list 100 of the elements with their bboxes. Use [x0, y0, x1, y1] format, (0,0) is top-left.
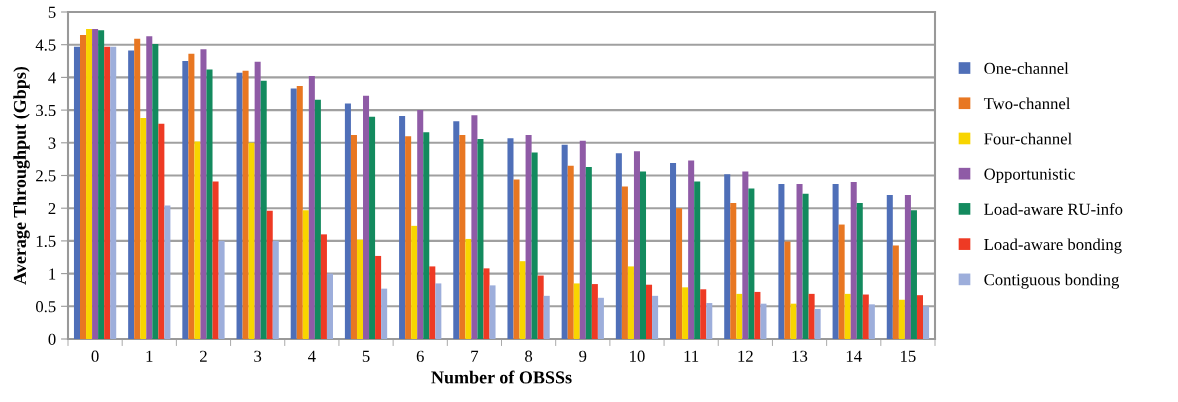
bar	[525, 134, 532, 339]
bar	[104, 46, 111, 339]
bar	[567, 165, 574, 339]
bar	[272, 240, 279, 339]
bar	[904, 195, 911, 339]
legend-label: Load-aware RU-info	[984, 202, 1123, 215]
y-axis-title: Average Throughput (Gbps)	[13, 66, 30, 285]
bar	[110, 46, 117, 339]
bar	[838, 224, 845, 339]
bar	[850, 182, 857, 339]
bar	[483, 268, 490, 339]
bar	[308, 76, 315, 339]
bar	[531, 152, 538, 339]
x-tick-label: 5	[362, 350, 370, 362]
bar	[507, 138, 514, 339]
x-tick-label: 10	[630, 350, 645, 362]
bar	[242, 70, 249, 339]
bar	[615, 153, 622, 339]
x-tick-label: 0	[91, 350, 99, 362]
bar	[844, 293, 851, 339]
bar	[892, 245, 899, 339]
bar	[736, 293, 743, 339]
bar	[260, 80, 267, 339]
bar	[236, 72, 243, 339]
bar	[86, 29, 93, 339]
legend-label: Load-aware bonding	[984, 238, 1122, 254]
bar	[140, 117, 147, 339]
bar	[748, 188, 755, 339]
bar	[128, 50, 135, 339]
bar	[489, 285, 496, 339]
bar	[405, 136, 412, 339]
legend-label: Contiguous bonding	[984, 273, 1120, 289]
bar	[646, 284, 653, 339]
y-tick-label: 4.5	[35, 39, 56, 51]
bar	[399, 115, 406, 339]
x-tick-label: 9	[579, 350, 587, 362]
bar	[742, 171, 749, 339]
bar	[633, 151, 640, 339]
legend-label: Two-channel	[983, 97, 1071, 110]
bar	[796, 184, 803, 339]
bar	[98, 30, 105, 339]
bar	[862, 294, 869, 339]
x-tick-label: 11	[684, 350, 699, 362]
bar	[585, 167, 592, 339]
bar	[597, 297, 604, 339]
bar	[868, 304, 875, 339]
bar	[579, 140, 586, 339]
y-tick-label: 2	[48, 202, 56, 214]
bar	[320, 234, 327, 339]
bar	[146, 36, 153, 339]
x-axis-title: Number of OBSSs	[431, 370, 572, 384]
bar	[423, 132, 430, 339]
bar	[188, 53, 195, 339]
bar	[92, 29, 99, 339]
bar	[248, 142, 255, 339]
bar	[652, 295, 659, 339]
bar	[218, 240, 225, 339]
bar	[200, 49, 207, 339]
bar	[477, 138, 484, 339]
x-tick-label: 6	[416, 350, 424, 362]
bar	[700, 289, 707, 339]
bar	[254, 61, 261, 339]
bar	[898, 299, 905, 339]
x-tick-label: 3	[254, 350, 262, 362]
bar	[381, 288, 388, 339]
bar	[706, 303, 713, 339]
x-tick-label: 8	[525, 350, 533, 362]
bar	[465, 238, 472, 339]
bar	[730, 202, 737, 339]
bar	[573, 283, 580, 339]
bar	[290, 88, 297, 339]
bar	[363, 95, 370, 339]
bar	[790, 303, 797, 339]
bar	[676, 208, 683, 339]
bar	[375, 255, 382, 339]
bar	[519, 261, 526, 339]
bar	[760, 303, 767, 339]
x-tick-label: 15	[901, 350, 916, 362]
bar	[682, 287, 689, 339]
bar	[314, 99, 321, 339]
legend-label: Opportunistic	[984, 168, 1075, 184]
bar	[350, 134, 357, 339]
bar	[158, 123, 165, 339]
x-tick-label: 12	[738, 350, 753, 362]
bar	[326, 273, 333, 339]
bar	[212, 181, 219, 339]
bar	[688, 160, 695, 339]
bar	[73, 46, 80, 339]
bar	[670, 163, 677, 339]
bar	[182, 61, 189, 339]
legend-label: Four-channel	[984, 132, 1072, 145]
bar	[417, 110, 424, 339]
bar	[134, 38, 141, 339]
bar	[471, 115, 478, 339]
bar	[724, 174, 731, 339]
bar	[923, 306, 930, 339]
x-tick-label: 7	[471, 350, 479, 362]
y-tick-label: 3.5	[36, 104, 56, 117]
bar	[296, 85, 303, 339]
bar	[369, 116, 376, 339]
